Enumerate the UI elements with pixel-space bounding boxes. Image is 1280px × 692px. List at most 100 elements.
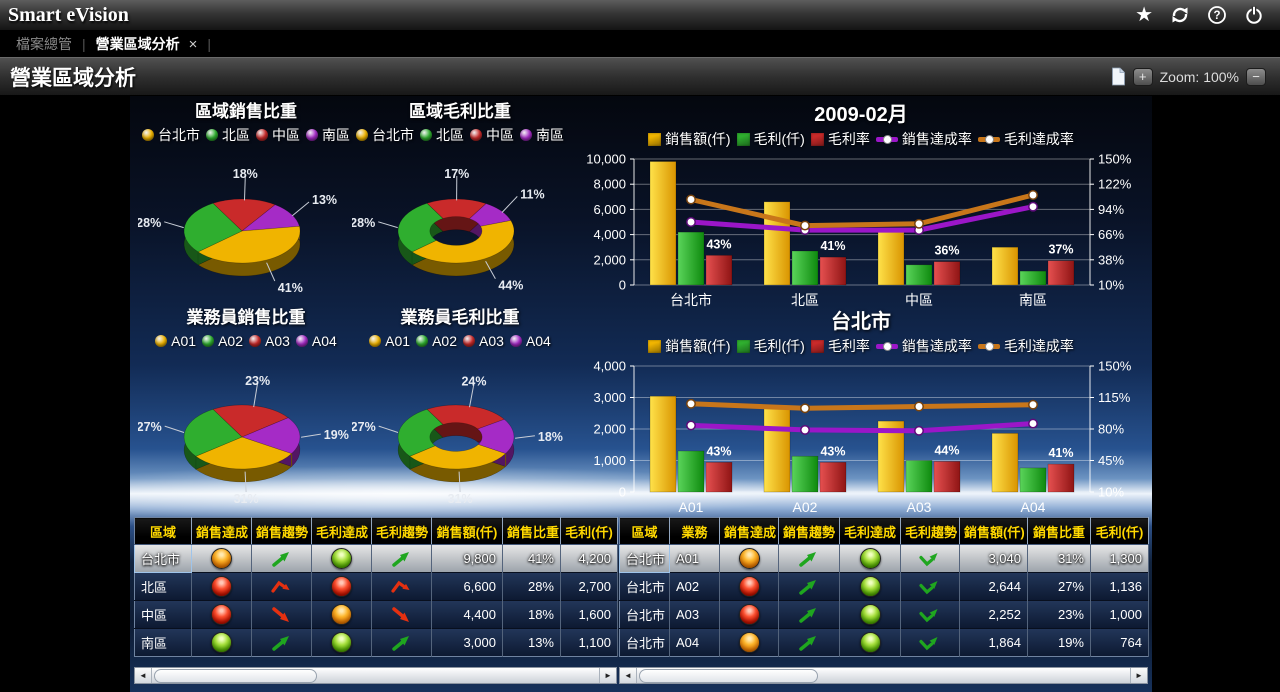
right-axis-tick-label: 66% (1098, 227, 1124, 242)
horizontal-scrollbar[interactable]: ◄ ► (134, 667, 617, 684)
power-icon[interactable] (1244, 5, 1264, 25)
margin-bar (1047, 463, 1075, 493)
table-row[interactable]: 台北市 A03 2,252 23% 1,000 (619, 600, 1149, 629)
table-cell (839, 628, 901, 657)
pie-chart-svg: 17% 11% 44% 28% (350, 167, 544, 293)
table-row[interactable]: 台北市 A02 2,644 27% 1,136 (619, 572, 1149, 601)
scrollbar-thumb[interactable] (639, 669, 819, 683)
scroll-right-button[interactable]: ► (1130, 668, 1147, 683)
scroll-right-button[interactable]: ► (599, 668, 616, 683)
legend-swatch-icon (736, 339, 750, 353)
green-status-light-icon (331, 548, 352, 569)
chart-legend: 台北市 北區 中區 南區 (138, 125, 354, 145)
profit-bar (677, 231, 705, 286)
up-trend-arrow-icon (391, 551, 409, 567)
profit-rate-pct-line (688, 401, 1036, 411)
margin-bar (819, 256, 847, 286)
scrollbar-thumb[interactable] (154, 669, 317, 683)
table-row[interactable]: 中區 4,400 18% 1,600 (134, 600, 618, 629)
chart-legend: A01 A02 A03 A04 (138, 331, 354, 351)
scroll-left-button[interactable]: ◄ (135, 668, 152, 683)
table-cell (839, 544, 901, 573)
combo-chart-title: 2009-02月 (814, 104, 908, 126)
table-cell: 41% (502, 544, 561, 573)
table-row[interactable]: 北區 6,600 28% 2,700 (134, 572, 618, 601)
table-cell (778, 544, 840, 573)
favorite-star-icon[interactable]: ★ (1135, 4, 1153, 26)
scroll-left-button[interactable]: ◄ (620, 668, 637, 683)
legend-label: 中區 (272, 127, 300, 143)
legend-item: A03 (249, 333, 290, 349)
peak-trend-arrow-icon (270, 580, 289, 593)
table-row[interactable]: 南區 3,000 13% 1,100 (134, 628, 618, 657)
legend-swatch-icon (256, 129, 268, 141)
table-row[interactable]: 台北市 9,800 41% 4,200 (134, 544, 618, 573)
legend-label: A01 (385, 333, 411, 349)
tab-sales-region-analysis[interactable]: 營業區域分析 × (96, 34, 198, 54)
zoom-in-button[interactable]: + (1132, 67, 1153, 86)
category-label: 北區 (791, 292, 819, 308)
help-icon[interactable]: ? (1207, 5, 1227, 25)
pie-slice-label: 27% (138, 420, 162, 434)
chart-legend: 台北市 北區 中區 南區 (352, 125, 568, 145)
down-trend-arrow-icon (391, 606, 409, 622)
chart-legend: 銷售額(仟) 毛利(仟) 毛利率 銷售達成率 毛利達成率 (570, 129, 1152, 149)
column-header: 區域 (134, 517, 192, 545)
scrollbar-track[interactable] (152, 668, 599, 683)
report-page-icon[interactable] (1111, 67, 1126, 86)
table-cell: 台北市 (134, 544, 192, 573)
sales-bar (991, 433, 1019, 493)
pie-chart-title: 區域銷售比重 (195, 102, 297, 121)
table-cell: 1,864 (959, 628, 1028, 657)
legend-swatch-icon (648, 339, 662, 353)
legend-line-marker-icon (875, 134, 898, 144)
margin-percent-label: 43% (706, 444, 731, 458)
legend-label: A02 (218, 333, 243, 349)
margin-percent-label: 41% (820, 239, 845, 253)
legend-swatch-icon (810, 339, 824, 353)
right-axis-tick-label: 150% (1098, 359, 1132, 374)
table-row[interactable]: 台北市 A04 1,864 19% 764 (619, 628, 1149, 657)
pie-chart-svg: 18% 13% 41% 28% (136, 167, 337, 295)
column-header: 毛利(仟) (1090, 517, 1149, 545)
pie-chart-svg: 24% 18% 31% 27% (351, 374, 563, 506)
horizontal-scrollbar[interactable]: ◄ ► (619, 667, 1148, 684)
scrollbar-track[interactable] (637, 668, 1130, 683)
table-row[interactable]: 台北市 A01 3,040 31% 1,300 (619, 544, 1149, 573)
tab-close-icon[interactable]: × (188, 35, 198, 53)
legend-item: A02 (416, 333, 457, 349)
category-label: A04 (1021, 499, 1046, 515)
legend-line-marker-icon (977, 134, 1000, 144)
up-trend-arrow-icon (271, 551, 289, 567)
pie-chart-svg: 23% 19% 31% 27% (137, 374, 349, 506)
sales-bar (877, 229, 905, 286)
legend-swatch-icon (810, 132, 824, 146)
legend-item: 南區 (306, 125, 350, 145)
pie-chart-block-2: 區域毛利比重 台北市 北區 中區 南區 17% 11% 44% 28% (350, 100, 568, 308)
valley-trend-arrow-icon (919, 580, 938, 594)
legend-label: A03 (479, 333, 504, 349)
column-header: 毛利達成 (311, 517, 372, 545)
legend-label: 銷售額(仟) (665, 131, 731, 147)
column-header: 業務 (669, 517, 720, 545)
right-axis-tick-label: 10% (1098, 278, 1124, 293)
combo-chart-block-2: 台北市 銷售額(仟) 毛利(仟) 毛利率 銷售達成率 毛利達成率 0 1,000 2,000 3,… (570, 309, 1152, 539)
legend-swatch-icon (202, 335, 215, 347)
green-status-light-icon (859, 576, 881, 597)
table-cell (191, 600, 252, 629)
svg-text:?: ? (1213, 10, 1220, 22)
table-cell: 13% (502, 628, 561, 657)
pie-slice-label: 31% (234, 492, 259, 506)
legend-label: 南區 (322, 127, 350, 143)
sales-bar (649, 161, 677, 286)
profit-bar (1019, 467, 1047, 493)
pie-slice-label: 19% (324, 428, 349, 442)
table-cell: 4,200 (560, 544, 618, 573)
right-axis-tick-label: 38% (1098, 252, 1124, 267)
pie-slice-label: 13% (312, 193, 337, 207)
refresh-icon[interactable] (1170, 5, 1190, 25)
table-cell: 2,700 (560, 572, 618, 601)
tab-file-explorer[interactable]: 檔案總管 (16, 36, 72, 52)
zoom-out-button[interactable]: − (1246, 67, 1266, 86)
